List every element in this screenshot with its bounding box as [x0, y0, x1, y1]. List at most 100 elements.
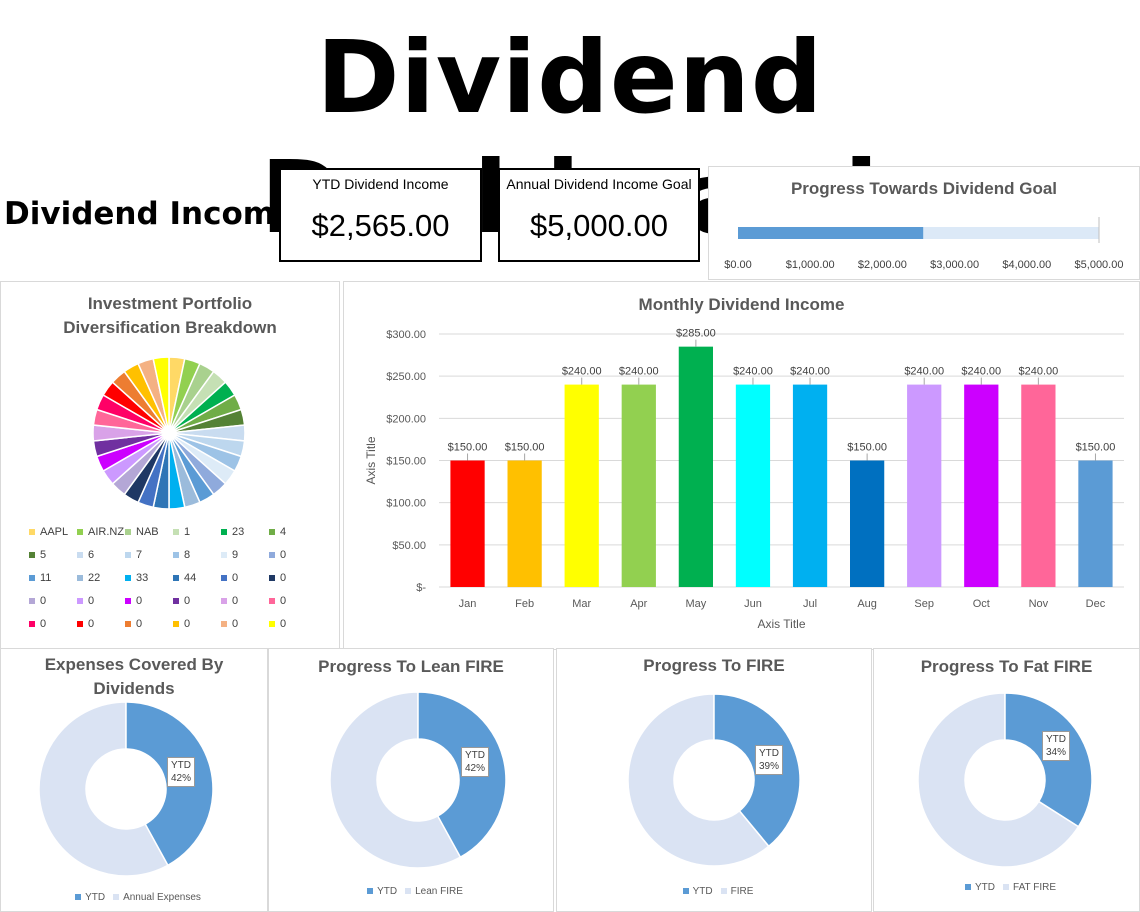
expenses-title-line1: Expenses Covered By: [44, 655, 224, 674]
legend-label: 5: [40, 549, 47, 561]
monthly-bar: [621, 384, 656, 587]
portfolio-legend-item: 7: [125, 549, 142, 561]
portfolio-legend-item: 0: [221, 595, 238, 607]
legend-label: YTD: [975, 882, 996, 893]
donut-chart-svg: [38, 701, 214, 877]
legend-swatch: [173, 552, 179, 559]
monthly-data-label: $150.00: [1076, 442, 1116, 454]
donut-data-label-line: YTD: [759, 748, 779, 759]
progress-tick-label: $2,000.00: [858, 259, 907, 271]
monthly-bar: [678, 346, 713, 587]
monthly-bar: [964, 384, 999, 587]
monthly-bar: [1021, 384, 1056, 587]
legend-label: 0: [40, 595, 47, 607]
portfolio-legend-item: AIR.NZ: [77, 526, 124, 538]
progress-tick-label: $3,000.00: [930, 259, 979, 271]
legend-swatch: [405, 888, 412, 895]
monthly-x-tick-label: Feb: [515, 598, 534, 610]
monthly-title: Monthly Dividend Income: [638, 295, 845, 314]
monthly-x-tick-label: Aug: [857, 598, 877, 610]
legend-label: FAT FIRE: [1013, 882, 1056, 893]
portfolio-legend-item: 0: [29, 595, 46, 607]
monthly-x-tick-label: May: [685, 598, 706, 610]
portfolio-legend-item: 0: [125, 618, 142, 630]
legend-label: 0: [232, 595, 239, 607]
portfolio-legend-item: 0: [77, 618, 94, 630]
legend-swatch: [29, 598, 35, 605]
portfolio-slice: [152, 356, 170, 434]
progress-goal-panel: Progress Towards Dividend Goal $0.00 $1,0…: [708, 166, 1140, 280]
legend-label: 0: [280, 572, 287, 584]
legend-swatch: [29, 529, 35, 536]
legend-label: 0: [136, 595, 143, 607]
legend-swatch: [125, 552, 131, 559]
legend-label: 7: [136, 549, 143, 561]
portfolio-legend-item: 44: [173, 572, 196, 584]
donut-chart-svg: [627, 693, 801, 867]
legend-swatch: [221, 575, 227, 582]
legend-swatch: [269, 529, 275, 536]
legend-label: 11: [40, 572, 52, 584]
fire-title: Progress To FIRE: [643, 656, 785, 675]
monthly-data-label: $240.00: [961, 366, 1001, 378]
expenses-panel: Expenses Covered By Dividends YTD 42% YTD A…: [0, 648, 268, 912]
legend-label: NAB: [136, 526, 159, 538]
kpi-ytd-value: $2,565.00: [311, 208, 450, 243]
portfolio-legend-item: 0: [173, 618, 190, 630]
portfolio-legend-item: 0: [269, 572, 286, 584]
monthly-x-axis-title: Axis Title: [757, 617, 805, 631]
legend-label: 23: [232, 526, 245, 538]
legend-swatch: [269, 598, 275, 605]
legend-swatch: [221, 598, 227, 605]
legend-swatch: [367, 888, 374, 895]
legend-label: YTD: [692, 886, 713, 897]
donut-data-label-line: 34%: [1046, 747, 1067, 758]
monthly-data-label: $285.00: [676, 328, 716, 340]
legend-swatch: [682, 888, 689, 895]
legend-label: 4: [280, 526, 287, 538]
portfolio-legend-item: 0: [269, 549, 286, 561]
monthly-y-axis-title: Axis Title: [364, 436, 378, 484]
monthly-bar: [507, 460, 542, 587]
monthly-data-label: $240.00: [733, 366, 773, 378]
legend-swatch: [77, 552, 83, 559]
legend-swatch: [77, 598, 83, 605]
legend-label: 0: [184, 595, 191, 607]
monthly-x-tick-label: Oct: [973, 598, 990, 610]
portfolio-legend-item: 22: [77, 572, 100, 584]
legend-label: 44: [184, 572, 197, 584]
portfolio-legend-item: 1: [173, 526, 190, 538]
monthly-data-label: $150.00: [847, 442, 887, 454]
fat-fire-panel: Progress To Fat FIRE YTD 34% YTD FAT FIRE: [873, 648, 1140, 912]
portfolio-legend-item: 8: [173, 549, 190, 561]
progress-goal-title: Progress Towards Dividend Goal: [790, 179, 1058, 198]
legend-swatch: [269, 621, 275, 628]
donut-data-label-line: 42%: [465, 763, 486, 774]
progress-goal-chart: $0.00 $1,000.00 $2,000.00 $3,000.00 $4,000.0…: [724, 217, 1123, 271]
portfolio-legend-item: 0: [221, 618, 238, 630]
legend-label: 1: [184, 526, 191, 538]
monthly-x-tick-label: Jul: [803, 598, 817, 610]
monthly-data-label: $240.00: [1018, 366, 1058, 378]
fire-panel: Progress To FIRE YTD 39% YTD FIRE: [556, 648, 872, 912]
legend-label: 0: [232, 618, 239, 630]
monthly-bar-chart: $- $50.00 $100.00 $150.00 $200.00 $250.00 $300…: [364, 328, 1124, 631]
kpi-ytd-income: YTD Dividend Income $2,565.00: [279, 168, 482, 262]
legend-swatch: [77, 529, 83, 536]
monthly-y-tick-label: $150.00: [386, 456, 426, 468]
legend-swatch: [29, 575, 35, 582]
monthly-bar: [564, 384, 599, 587]
legend-label: YTD: [377, 886, 398, 897]
monthly-bar: [850, 460, 885, 587]
progress-tick-label: $1,000.00: [786, 259, 835, 271]
donut-chart-svg: [329, 691, 507, 869]
monthly-y-tick-label: $250.00: [386, 371, 426, 383]
legend-swatch: [75, 894, 82, 901]
legend-label: 0: [40, 618, 47, 630]
legend-swatch: [173, 575, 179, 582]
legend-swatch: [173, 529, 179, 536]
monthly-panel: Monthly Dividend Income $- $50.00 $100.00 $…: [343, 281, 1140, 650]
portfolio-legend-item: 0: [77, 595, 94, 607]
legend-label: 0: [280, 595, 287, 607]
section-title: Dividend Income: [4, 196, 297, 232]
